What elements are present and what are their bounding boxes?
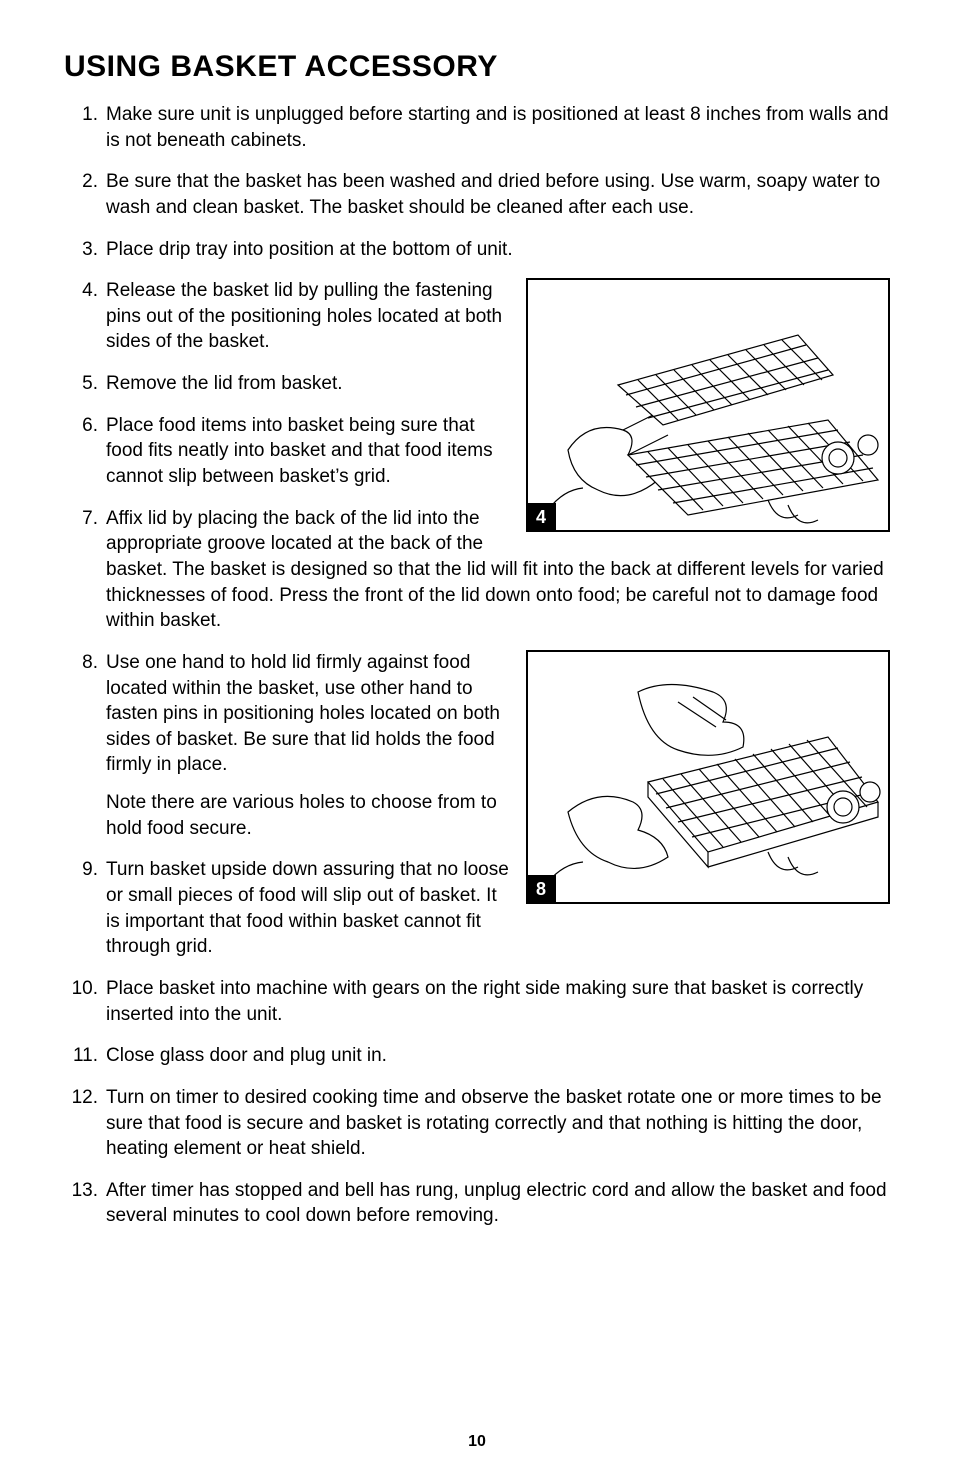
step-13: After timer has stopped and bell has run…: [64, 1178, 890, 1229]
manual-page: USING BASKET ACCESSORY Make sure unit is…: [0, 0, 954, 1475]
page-title: USING BASKET ACCESSORY: [64, 50, 890, 84]
step-5: Remove the lid from basket.: [64, 371, 890, 397]
step-6: Place food items into basket being sure …: [64, 413, 890, 490]
step-7: Affix lid by placing the back of the lid…: [64, 506, 890, 634]
step-4: Release the basket lid by pulling the fa…: [64, 278, 890, 355]
instruction-list: Make sure unit is unplugged before start…: [64, 102, 890, 262]
instruction-list-cont-d: Place basket into machine with gears on …: [64, 976, 890, 1229]
step-10: Place basket into machine with gears on …: [64, 976, 890, 1027]
step-3: Place drip tray into position at the bot…: [64, 237, 890, 263]
step-1: Make sure unit is unplugged before start…: [64, 102, 890, 153]
step-2: Be sure that the basket has been washed …: [64, 169, 890, 220]
step-11: Close glass door and plug unit in.: [64, 1043, 890, 1069]
instruction-list-cont-b: Use one hand to hold lid firmly against …: [64, 650, 890, 778]
step-8: Use one hand to hold lid firmly against …: [64, 650, 890, 778]
step-12: Turn on timer to desired cooking time an…: [64, 1085, 890, 1162]
step-9: Turn basket upside down assuring that no…: [64, 857, 890, 960]
instruction-list-cont-a: Release the basket lid by pulling the fa…: [64, 278, 890, 634]
page-number: 10: [468, 1433, 486, 1451]
instruction-list-cont-c: Turn basket upside down assuring that no…: [64, 857, 890, 960]
